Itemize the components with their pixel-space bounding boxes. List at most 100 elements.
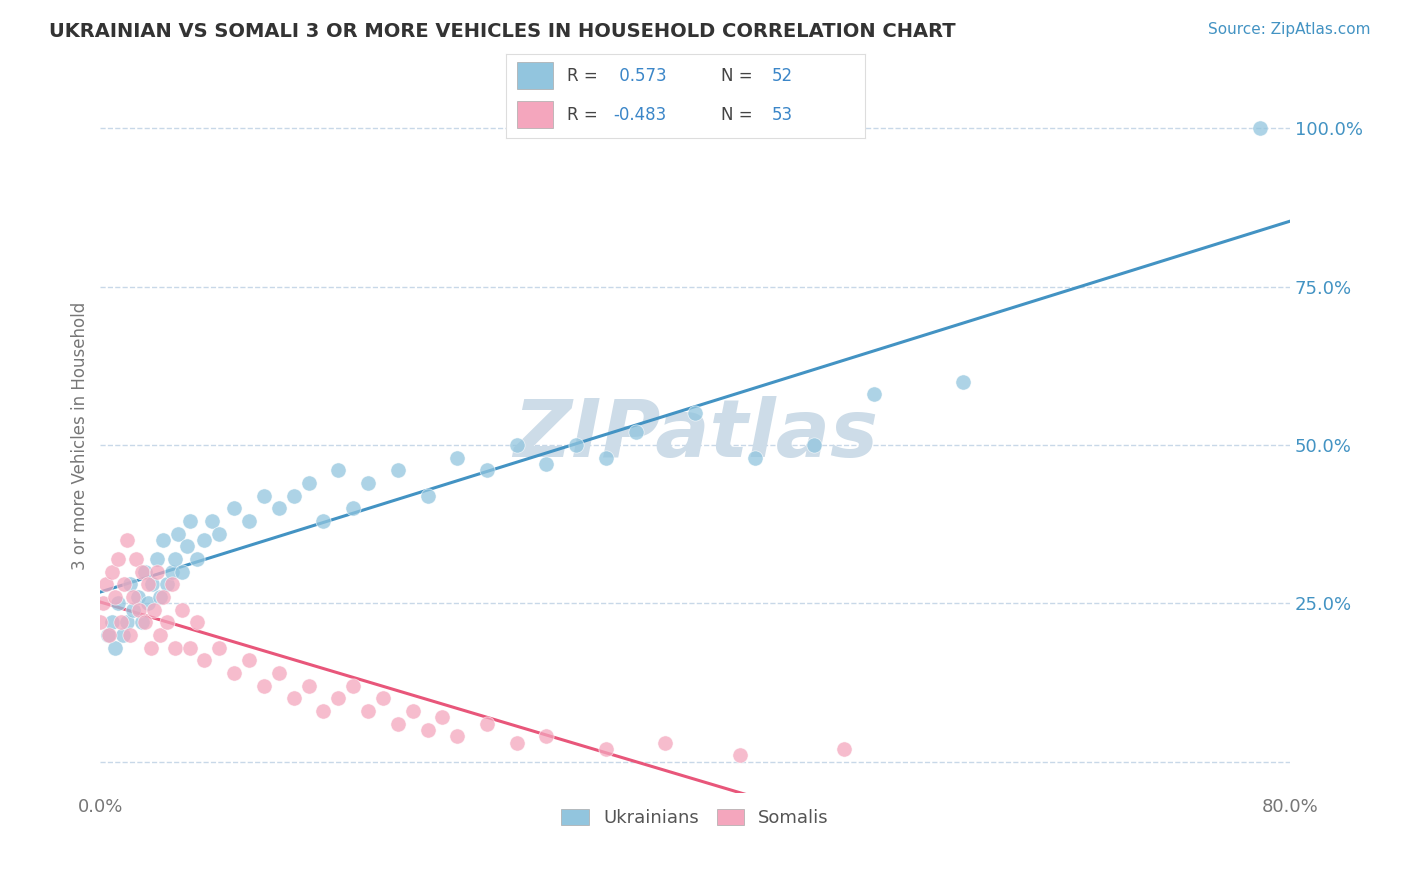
Point xyxy=(139,640,162,655)
Point xyxy=(506,438,529,452)
Point xyxy=(401,704,423,718)
Point xyxy=(312,514,335,528)
Point xyxy=(238,653,260,667)
Point xyxy=(152,533,174,547)
Point xyxy=(141,577,163,591)
Point xyxy=(160,577,183,591)
Point xyxy=(536,729,558,743)
Point xyxy=(176,539,198,553)
Text: UKRAINIAN VS SOMALI 3 OR MORE VEHICLES IN HOUSEHOLD CORRELATION CHART: UKRAINIAN VS SOMALI 3 OR MORE VEHICLES I… xyxy=(49,22,956,41)
Point xyxy=(112,577,135,591)
Point xyxy=(101,565,124,579)
Point xyxy=(146,565,169,579)
Point xyxy=(122,590,145,604)
Point xyxy=(357,475,380,490)
Point xyxy=(683,406,706,420)
Point xyxy=(1249,121,1271,136)
Point xyxy=(136,577,159,591)
Point xyxy=(122,602,145,616)
Text: N =: N = xyxy=(721,106,758,124)
Point xyxy=(96,577,118,591)
Point xyxy=(506,736,529,750)
Point xyxy=(357,704,380,718)
Point xyxy=(134,565,156,579)
Point xyxy=(595,742,617,756)
Text: R =: R = xyxy=(567,68,603,86)
Point xyxy=(475,716,498,731)
Legend: Ukrainians, Somalis: Ukrainians, Somalis xyxy=(554,802,837,834)
Text: N =: N = xyxy=(721,68,758,86)
Point xyxy=(89,615,111,630)
Point xyxy=(146,552,169,566)
Point xyxy=(387,716,409,731)
Point xyxy=(297,475,319,490)
Point xyxy=(654,736,676,750)
Point xyxy=(312,704,335,718)
Point xyxy=(416,723,439,737)
Point xyxy=(224,501,246,516)
Point xyxy=(328,691,350,706)
Point xyxy=(136,596,159,610)
Point xyxy=(97,628,120,642)
Point xyxy=(201,514,224,528)
Point xyxy=(115,615,138,630)
Point xyxy=(156,615,179,630)
Point xyxy=(125,552,148,566)
Point xyxy=(536,457,558,471)
Point xyxy=(104,640,127,655)
Text: 0.573: 0.573 xyxy=(613,68,666,86)
Text: R =: R = xyxy=(567,106,603,124)
Point xyxy=(91,596,114,610)
Point xyxy=(328,463,350,477)
Point xyxy=(267,501,290,516)
Point xyxy=(120,577,142,591)
Point xyxy=(134,615,156,630)
Point xyxy=(163,640,186,655)
Y-axis label: 3 or more Vehicles in Household: 3 or more Vehicles in Household xyxy=(72,301,89,569)
Point xyxy=(128,602,150,616)
Point xyxy=(208,640,231,655)
Point xyxy=(120,628,142,642)
Point xyxy=(193,653,215,667)
Point xyxy=(832,742,855,756)
Point xyxy=(238,514,260,528)
Point xyxy=(101,615,124,630)
Point xyxy=(115,533,138,547)
Point xyxy=(387,463,409,477)
Point xyxy=(565,438,588,452)
Point xyxy=(371,691,394,706)
FancyBboxPatch shape xyxy=(517,62,553,89)
Point xyxy=(131,565,153,579)
Point xyxy=(131,615,153,630)
Point xyxy=(267,665,290,680)
Point xyxy=(253,679,276,693)
Point xyxy=(127,590,149,604)
Point xyxy=(186,552,208,566)
Point xyxy=(208,526,231,541)
Point xyxy=(432,710,454,724)
Text: ZIPatlas: ZIPatlas xyxy=(513,396,877,475)
Point xyxy=(416,489,439,503)
Point xyxy=(179,514,201,528)
Point xyxy=(283,691,305,706)
Point xyxy=(172,565,194,579)
Point xyxy=(342,679,364,693)
Point xyxy=(297,679,319,693)
Point xyxy=(98,628,121,642)
Point xyxy=(107,552,129,566)
Point xyxy=(342,501,364,516)
Text: -0.483: -0.483 xyxy=(613,106,666,124)
Point xyxy=(111,628,134,642)
Point xyxy=(862,387,884,401)
Point xyxy=(156,577,179,591)
Point xyxy=(172,602,194,616)
Text: Source: ZipAtlas.com: Source: ZipAtlas.com xyxy=(1208,22,1371,37)
Point xyxy=(595,450,617,465)
Point xyxy=(446,729,468,743)
Point xyxy=(475,463,498,477)
Point xyxy=(152,590,174,604)
Point xyxy=(224,665,246,680)
Point xyxy=(253,489,276,503)
FancyBboxPatch shape xyxy=(517,101,553,128)
Point xyxy=(107,596,129,610)
